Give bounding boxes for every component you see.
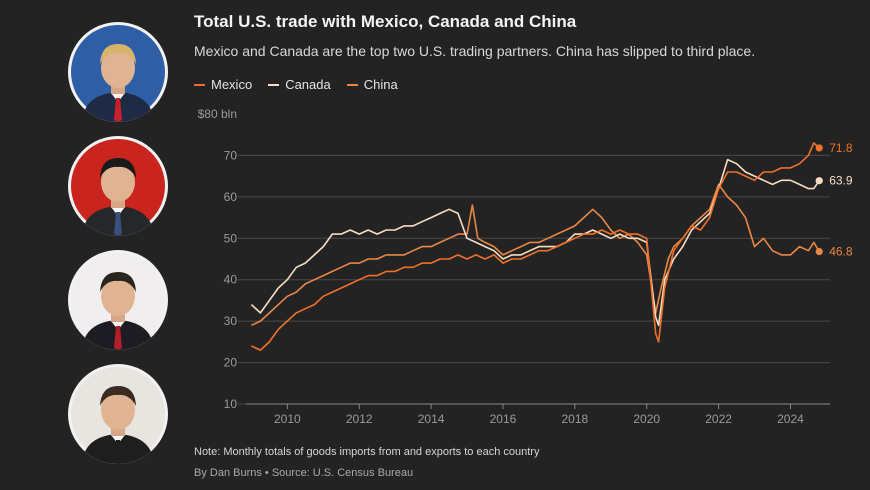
chart-title: Total U.S. trade with Mexico, Canada and… [194, 12, 577, 31]
portrait-3 [68, 250, 168, 350]
y-tick-label: 70 [224, 148, 238, 162]
end-label-canada: 63.9 [829, 174, 853, 188]
portrait-2 [68, 136, 168, 236]
x-tick-label: 2016 [490, 412, 517, 426]
source-credit: By Dan Burns • Source: U.S. Census Burea… [194, 467, 414, 479]
x-tick-label: 2012 [346, 412, 373, 426]
y-tick-label: 30 [224, 314, 238, 328]
legend-label-china: China [363, 77, 398, 92]
person-icon [71, 139, 165, 236]
portrait-4 [68, 364, 168, 464]
legend-label-mexico: Mexico [211, 77, 253, 92]
x-tick-label: 2014 [418, 412, 445, 426]
chart-subtitle: Mexico and Canada are the top two U.S. t… [194, 43, 756, 59]
x-tick-label: 2010 [274, 412, 301, 426]
legend: Mexico Canada China [194, 77, 398, 92]
x-tick-label: 2018 [561, 412, 588, 426]
series-line-china [251, 183, 820, 327]
y-tick-label: 10 [224, 397, 238, 411]
series-line-mexico [251, 142, 820, 351]
legend-item-canada: Canada [268, 77, 331, 92]
end-point-canada [815, 177, 823, 185]
person-icon [71, 367, 165, 464]
y-tick-label: 50 [224, 231, 238, 245]
legend-label-canada: Canada [285, 77, 331, 92]
end-label-mexico: 71.8 [829, 141, 853, 155]
end-point-mexico [815, 144, 823, 152]
y-tick-label: 40 [224, 273, 238, 287]
end-label-china: 46.8 [829, 245, 853, 259]
y-tick-label: 60 [224, 190, 238, 204]
legend-swatch-china [346, 83, 358, 86]
footnote: Note: Monthly totals of goods imports fr… [194, 446, 540, 458]
x-tick-label: 2022 [705, 412, 732, 426]
x-tick-label: 2020 [633, 412, 660, 426]
person-icon [71, 253, 165, 350]
end-point-china [815, 247, 823, 256]
legend-swatch-canada [268, 83, 280, 86]
legend-item-china: China [346, 77, 398, 92]
y-tick-label: 20 [224, 356, 238, 370]
legend-swatch-mexico [194, 83, 205, 86]
person-icon [71, 25, 165, 122]
portrait-1 [68, 22, 168, 122]
y-axis-unit-label: $80 bln [198, 107, 237, 121]
series-line-canada [250, 158, 820, 327]
legend-item-mexico: Mexico [194, 77, 252, 92]
x-tick-label: 2024 [777, 412, 804, 426]
